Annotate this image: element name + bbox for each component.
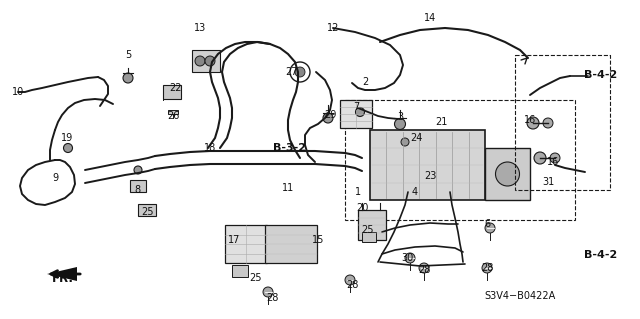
- Text: 15: 15: [312, 235, 324, 245]
- Circle shape: [405, 253, 415, 263]
- Bar: [358, 210, 386, 240]
- Circle shape: [263, 287, 273, 297]
- Text: 23: 23: [424, 171, 436, 181]
- Circle shape: [345, 275, 355, 285]
- Text: 27: 27: [285, 67, 297, 77]
- Text: 28: 28: [266, 293, 278, 303]
- Text: 4: 4: [412, 187, 418, 197]
- Text: B-4-2: B-4-2: [584, 70, 618, 80]
- Text: 12: 12: [327, 23, 339, 33]
- Circle shape: [485, 223, 495, 233]
- Bar: [163, 85, 181, 99]
- Circle shape: [543, 118, 553, 128]
- Text: B-3-2: B-3-2: [273, 143, 307, 153]
- Circle shape: [394, 118, 406, 130]
- Text: 13: 13: [194, 23, 206, 33]
- Text: 25: 25: [362, 225, 374, 235]
- Bar: [485, 148, 530, 200]
- Text: 30: 30: [401, 253, 413, 263]
- Circle shape: [123, 73, 133, 83]
- Text: 24: 24: [410, 133, 422, 143]
- Text: 16: 16: [524, 115, 536, 125]
- Circle shape: [527, 117, 539, 129]
- Bar: [370, 130, 485, 200]
- Text: 7: 7: [353, 102, 359, 112]
- Circle shape: [495, 162, 520, 186]
- Text: 31: 31: [542, 177, 554, 187]
- Bar: [340, 100, 372, 128]
- Text: S3V4−B0422A: S3V4−B0422A: [484, 291, 556, 301]
- Text: FR.: FR.: [52, 271, 74, 285]
- Text: 21: 21: [435, 117, 447, 127]
- Text: 9: 9: [52, 173, 58, 183]
- Bar: [232, 265, 248, 277]
- Bar: [168, 110, 178, 115]
- Text: 17: 17: [228, 235, 240, 245]
- Circle shape: [195, 56, 205, 66]
- Bar: [130, 180, 146, 192]
- Polygon shape: [47, 267, 77, 281]
- Circle shape: [355, 108, 365, 116]
- Circle shape: [419, 263, 429, 273]
- Text: 20: 20: [356, 203, 368, 213]
- Bar: [138, 204, 156, 216]
- Text: 10: 10: [12, 87, 24, 97]
- Bar: [225, 225, 267, 263]
- Text: B-4-2: B-4-2: [584, 250, 618, 260]
- Text: 26: 26: [167, 111, 179, 121]
- Text: 22: 22: [169, 83, 181, 93]
- Bar: [265, 225, 317, 263]
- Text: 14: 14: [424, 13, 436, 23]
- Text: 25: 25: [249, 273, 261, 283]
- Text: 2: 2: [362, 77, 368, 87]
- Circle shape: [63, 144, 72, 152]
- Text: 28: 28: [346, 280, 358, 290]
- Circle shape: [323, 113, 333, 123]
- Circle shape: [482, 263, 492, 273]
- Text: 28: 28: [481, 263, 493, 273]
- Text: 16: 16: [547, 157, 559, 167]
- Circle shape: [134, 166, 142, 174]
- Text: 1: 1: [355, 187, 361, 197]
- Bar: [515, 55, 610, 190]
- Text: 19: 19: [61, 133, 73, 143]
- Text: 18: 18: [204, 143, 216, 153]
- Text: 28: 28: [418, 265, 430, 275]
- Bar: [362, 232, 376, 242]
- Circle shape: [295, 67, 305, 77]
- Circle shape: [205, 56, 215, 66]
- Circle shape: [550, 153, 560, 163]
- Text: 29: 29: [324, 110, 336, 120]
- Text: 8: 8: [134, 185, 140, 195]
- Circle shape: [534, 152, 546, 164]
- Bar: [345, 100, 575, 220]
- Bar: [192, 50, 220, 72]
- Text: 25: 25: [141, 207, 154, 217]
- Text: 5: 5: [125, 50, 131, 60]
- Text: 11: 11: [282, 183, 294, 193]
- Text: 3: 3: [397, 112, 403, 122]
- Circle shape: [401, 138, 409, 146]
- Text: 6: 6: [484, 219, 490, 229]
